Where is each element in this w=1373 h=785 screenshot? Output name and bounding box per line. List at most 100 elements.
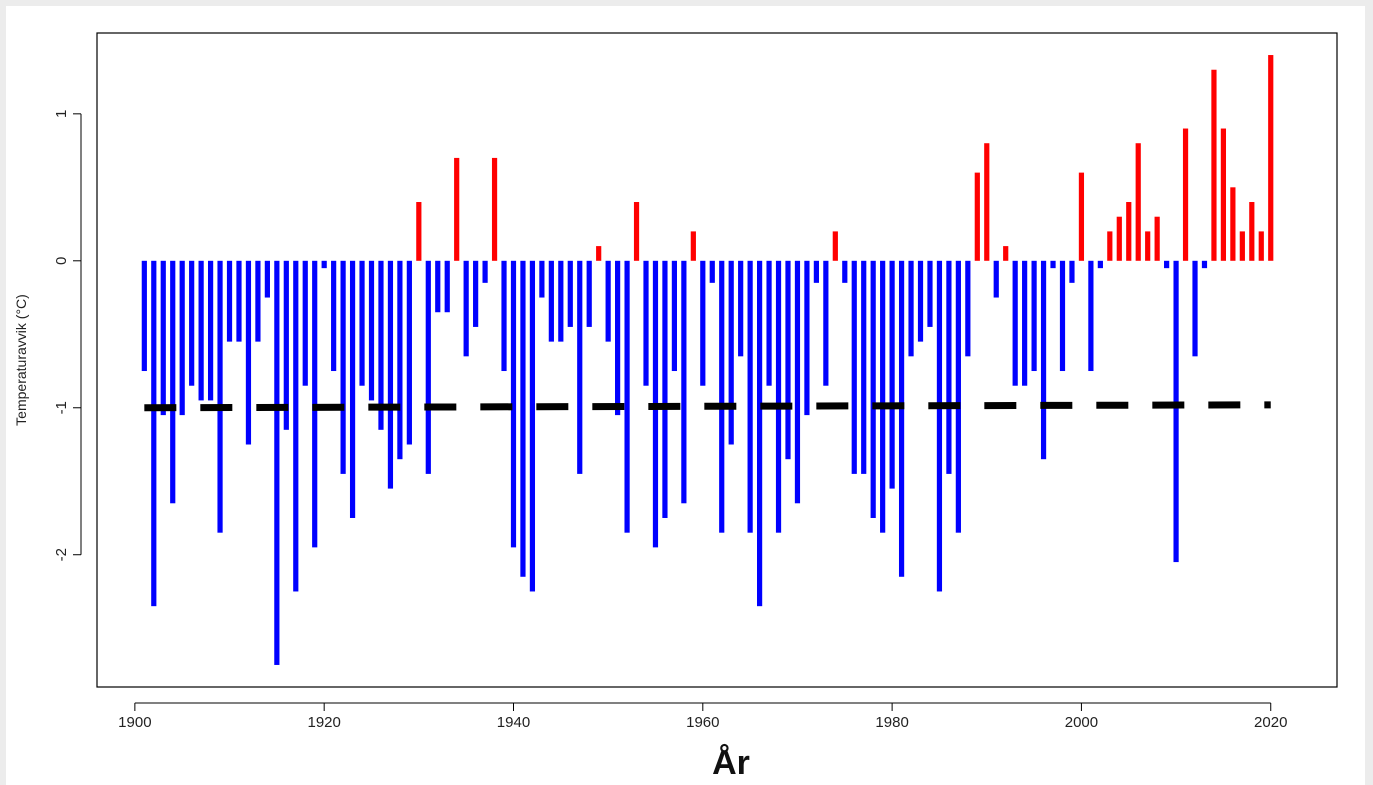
bar-2007: [1145, 231, 1151, 261]
bar-2014: [1211, 69, 1217, 261]
bar-1979: [880, 260, 886, 533]
bar-1965: [747, 260, 753, 533]
bar-2000: [1078, 172, 1085, 261]
bar-1969: [785, 260, 791, 460]
bar-1981: [898, 260, 905, 577]
bar-1907: [198, 260, 204, 401]
x-tick-label-2020: 2020: [1254, 714, 1287, 731]
plot-frame: [96, 32, 1338, 688]
bar-1972: [813, 260, 819, 283]
bar-1976: [851, 260, 857, 474]
bar-1921: [331, 260, 337, 372]
y-axis-title: Temperaturavvik (°C): [13, 294, 29, 426]
bar-1912: [245, 260, 252, 445]
bar-1920: [321, 260, 327, 269]
bar-1917: [293, 260, 299, 592]
bar-1974: [832, 231, 838, 261]
bar-1989: [974, 172, 980, 261]
bar-1994: [1022, 260, 1028, 386]
reference-dashed-line: [144, 401, 1271, 412]
bar-1977: [861, 260, 867, 474]
bar-1911: [236, 260, 242, 342]
bar-1968: [775, 260, 782, 533]
bar-1941: [520, 260, 526, 577]
bar-2020: [1268, 55, 1274, 261]
bar-1996: [1040, 260, 1047, 460]
bar-1923: [349, 260, 356, 518]
bar-1970: [794, 260, 801, 504]
bar-2006: [1135, 143, 1141, 261]
bar-1934: [454, 157, 460, 261]
x-tick-label-1980: 1980: [875, 714, 908, 731]
bar-2019: [1258, 231, 1264, 261]
bar-2002: [1097, 260, 1103, 269]
bar-1927: [387, 260, 394, 489]
bar-2005: [1126, 202, 1132, 261]
bar-1944: [548, 260, 554, 342]
bar-2015: [1220, 128, 1227, 261]
bar-1990: [984, 143, 990, 261]
bar-2008: [1154, 216, 1160, 261]
bar-1932: [435, 260, 441, 313]
bar-1902: [151, 260, 157, 607]
bar-1958: [681, 260, 687, 504]
bar-1951: [615, 260, 621, 416]
bar-1971: [804, 260, 810, 416]
bar-1991: [993, 260, 999, 298]
bar-2016: [1230, 187, 1236, 261]
bars-layer: [141, 55, 1274, 665]
bar-1947: [577, 260, 583, 474]
bar-1924: [359, 260, 365, 386]
bar-1905: [179, 260, 185, 416]
x-tick-label-1940: 1940: [497, 714, 530, 731]
bar-1948: [586, 260, 592, 327]
bar-1929: [406, 260, 412, 445]
bar-1935: [463, 260, 469, 357]
bar-1980: [889, 260, 895, 489]
bar-2017: [1239, 231, 1245, 261]
y-tick-label-0: 0: [53, 257, 70, 265]
bar-2018: [1249, 202, 1255, 261]
bar-1982: [908, 260, 914, 357]
bar-1984: [927, 260, 933, 327]
bar-1913: [255, 260, 261, 342]
bar-1949: [596, 246, 602, 261]
x-axis-title: År: [712, 744, 750, 782]
bar-1906: [189, 260, 195, 386]
bar-2013: [1201, 260, 1208, 269]
bar-1914: [264, 260, 270, 298]
bar-1939: [501, 260, 507, 372]
bar-1997: [1050, 260, 1056, 269]
bar-2001: [1088, 260, 1094, 372]
chart-canvas: 1900 1920 1940 1960 1980 2000 2020 -2 -1 0 1 Temp…: [6, 6, 1365, 785]
bar-1926: [378, 260, 384, 430]
bar-1954: [643, 260, 649, 386]
bar-1999: [1069, 260, 1075, 283]
bar-1975: [842, 260, 848, 283]
bar-1922: [340, 260, 346, 474]
bar-1960: [700, 260, 706, 386]
y-tick-label-1: 1: [53, 110, 70, 118]
bar-1987: [955, 260, 961, 533]
bar-1966: [757, 260, 763, 607]
bar-1903: [160, 260, 166, 416]
bar-1953: [633, 202, 640, 261]
bar-2010: [1173, 260, 1179, 563]
y-tick-label--1: -1: [53, 401, 70, 414]
bar-1910: [226, 260, 233, 342]
x-tick-label-1960: 1960: [686, 714, 719, 731]
bar-1916: [283, 260, 289, 430]
bar-1931: [425, 260, 431, 474]
bar-1909: [217, 260, 223, 533]
bar-2012: [1192, 260, 1198, 357]
bar-1942: [529, 260, 536, 592]
bar-1973: [823, 260, 829, 386]
bar-1950: [605, 260, 611, 342]
bar-2009: [1164, 260, 1170, 269]
bar-1940: [510, 260, 517, 548]
bar-1963: [728, 260, 734, 445]
bar-1959: [690, 231, 696, 261]
bar-1988: [965, 260, 971, 357]
y-axis: -2 -1 0 1: [53, 110, 82, 561]
bar-1908: [207, 260, 214, 401]
